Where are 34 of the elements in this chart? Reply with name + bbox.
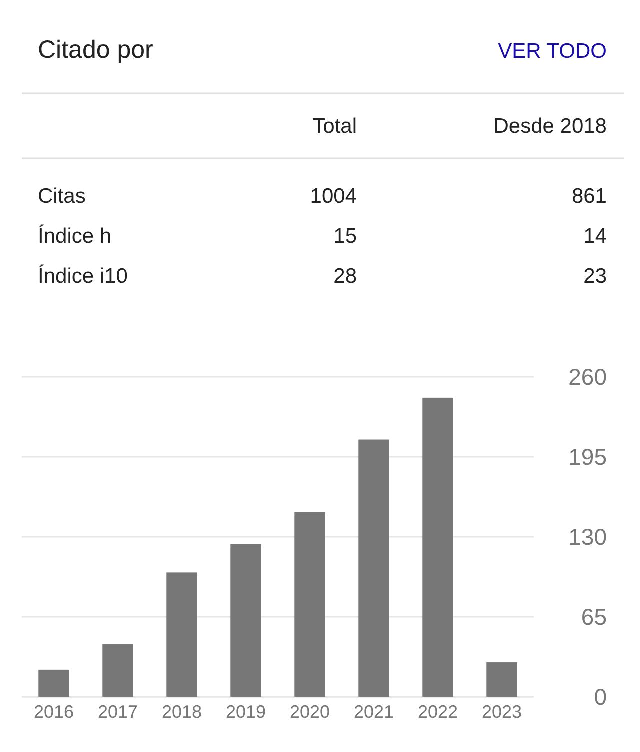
- x-tick-label: 2021: [354, 702, 394, 722]
- text: 28: [334, 265, 357, 288]
- bar: [358, 440, 390, 697]
- text: Citado por: [38, 36, 154, 64]
- x-tick-label: 2017: [98, 702, 138, 722]
- x-tick-label: 2022: [418, 702, 458, 722]
- text: Índice i10: [38, 264, 128, 288]
- text: 1004: [310, 185, 358, 208]
- x-tick-label: 2023: [482, 702, 522, 722]
- y-tick-label: 130: [568, 524, 607, 550]
- text: Total: [312, 115, 357, 138]
- bar: [38, 670, 70, 697]
- bar: [230, 544, 262, 697]
- x-tick-label: 2018: [162, 702, 202, 722]
- bar: [294, 512, 326, 697]
- x-tick-label: 2020: [290, 702, 330, 722]
- y-tick-label: 0: [594, 684, 607, 710]
- text: 861: [572, 185, 607, 208]
- y-tick-label: 65: [581, 604, 607, 630]
- y-tick-label: 195: [568, 444, 607, 470]
- text: 23: [584, 265, 607, 288]
- text: 15: [334, 225, 357, 248]
- y-tick-label: 260: [568, 364, 607, 390]
- text: 14: [584, 225, 608, 248]
- bar: [486, 662, 518, 697]
- bar: [102, 644, 134, 697]
- text: Índice h: [38, 224, 112, 248]
- text: Citas: [38, 185, 86, 208]
- text: VER TODO: [498, 40, 607, 63]
- x-tick-label: 2016: [34, 702, 74, 722]
- bar: [166, 572, 198, 697]
- text: Desde 2018: [494, 115, 607, 138]
- x-tick-label: 2019: [226, 702, 266, 722]
- bar: [422, 398, 454, 697]
